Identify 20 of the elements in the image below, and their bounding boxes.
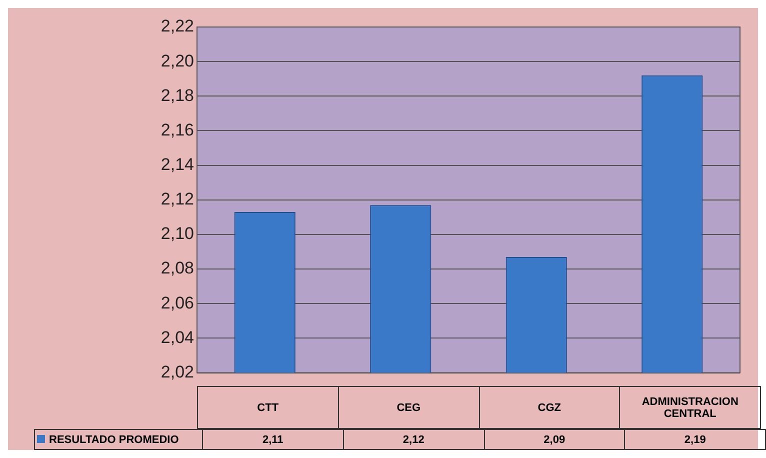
y-tick-label: 2,06 [160, 293, 194, 312]
data-label: 2,12 [343, 430, 484, 450]
y-tick-label: 2,04 [160, 328, 194, 347]
data-label: 2,19 [624, 430, 766, 450]
y-tick-label: 2,02 [160, 362, 194, 382]
y-tick-label: 2,14 [160, 155, 194, 174]
data-label: 2,09 [484, 430, 625, 450]
x-tick-label: CEG [338, 386, 479, 428]
y-tick-label: 2,22 [160, 16, 194, 36]
x-tick-label: ADMINISTRACION CENTRAL [620, 386, 760, 428]
data-label: 2,11 [202, 430, 344, 450]
y-tick-label: 2,12 [160, 190, 194, 209]
x-tick-label: CTT [198, 386, 338, 428]
legend-label: RESULTADO PROMEDIO [49, 434, 179, 446]
x-tick-label: CGZ [479, 386, 620, 428]
y-tick-label: 2,16 [160, 120, 194, 140]
y-tick-label: 2,08 [160, 258, 194, 278]
y-tick-label: 2,18 [160, 86, 194, 105]
y-tick-label: 2,20 [160, 51, 194, 70]
y-tick-label: 2,10 [160, 224, 194, 244]
